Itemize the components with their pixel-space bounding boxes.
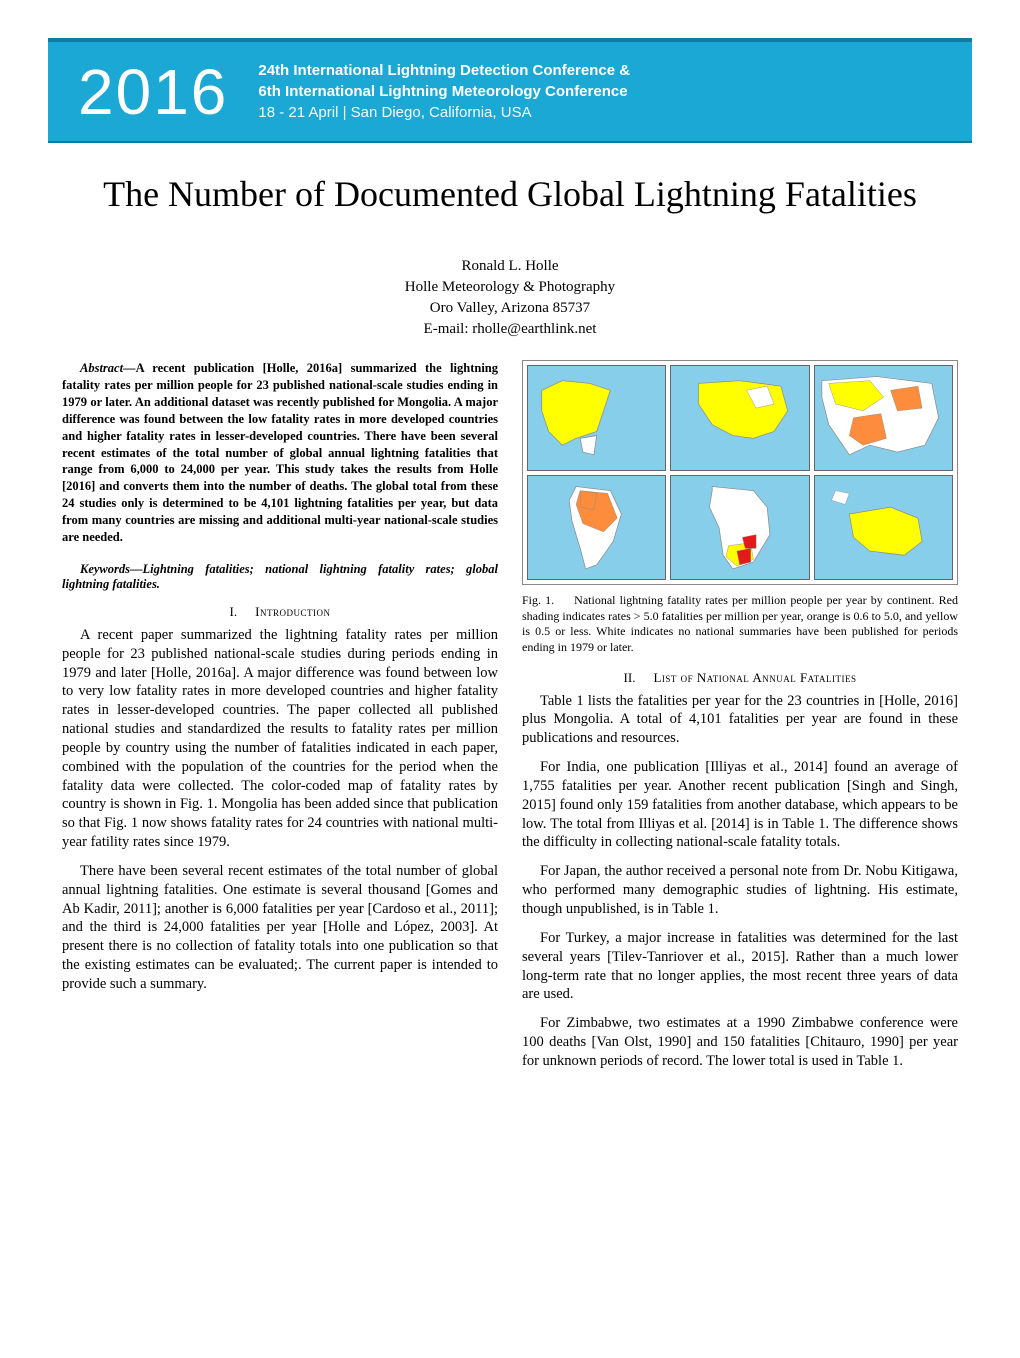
author-affiliation: Holle Meteorology & Photography	[0, 277, 1020, 298]
map-europe	[670, 365, 809, 471]
left-column: Abstract—A recent publication [Holle, 20…	[62, 360, 498, 1081]
map-north-america	[527, 365, 666, 471]
section-2-para-1: Table 1 lists the fatalities per year fo…	[522, 692, 958, 749]
banner-text: 24th International Lightning Detection C…	[258, 60, 630, 123]
banner-line2: 6th International Lightning Meteorology …	[258, 81, 630, 102]
right-column: Fig. 1.National lightning fatality rates…	[522, 360, 958, 1081]
figure-1-maps	[522, 360, 958, 585]
author-block: Ronald L. Holle Holle Meteorology & Phot…	[0, 256, 1020, 340]
map-australia	[814, 475, 953, 581]
author-name: Ronald L. Holle	[0, 256, 1020, 277]
figure-1-num: Fig. 1.	[522, 593, 554, 607]
section-1-label: Introduction	[255, 604, 330, 619]
section-2-heading: II. List of National Annual Fatalities	[522, 670, 958, 686]
banner-line1: 24th International Lightning Detection C…	[258, 60, 630, 81]
map-africa	[670, 475, 809, 581]
section-1-heading: I. Introduction	[62, 604, 498, 620]
section-1-para-2: There have been several recent estimates…	[62, 862, 498, 994]
figure-1-caption-text: National lightning fatality rates per mi…	[522, 593, 958, 654]
banner-year: 2016	[78, 55, 228, 129]
map-asia	[814, 365, 953, 471]
keywords: Keywords—Lightning fatalities; national …	[62, 562, 498, 592]
author-email: E-mail: rholle@earthlink.net	[0, 319, 1020, 340]
banner-line3: 18 - 21 April | San Diego, California, U…	[258, 104, 531, 121]
section-2-num: II.	[624, 670, 636, 685]
paper-title: The Number of Documented Global Lightnin…	[90, 173, 930, 216]
abstract-text: A recent publication [Holle, 2016a] summ…	[62, 361, 498, 544]
author-location: Oro Valley, Arizona 85737	[0, 298, 1020, 319]
section-1-num: I.	[230, 604, 238, 619]
conference-banner: 2016 24th International Lightning Detect…	[48, 38, 972, 143]
section-2-para-2: For India, one publication [Illiyas et a…	[522, 758, 958, 852]
section-2-para-3: For Japan, the author received a persona…	[522, 862, 958, 919]
abstract-label: Abstract—	[80, 361, 136, 375]
abstract: Abstract—A recent publication [Holle, 20…	[62, 360, 498, 546]
figure-1-caption: Fig. 1.National lightning fatality rates…	[522, 593, 958, 655]
map-south-america	[527, 475, 666, 581]
section-2-para-5: For Zimbabwe, two estimates at a 1990 Zi…	[522, 1014, 958, 1071]
section-2-label: List of National Annual Fatalities	[653, 670, 856, 685]
two-column-layout: Abstract—A recent publication [Holle, 20…	[62, 360, 958, 1081]
section-1-para-1: A recent paper summarized the lightning …	[62, 626, 498, 852]
section-2-para-4: For Turkey, a major increase in fataliti…	[522, 929, 958, 1004]
